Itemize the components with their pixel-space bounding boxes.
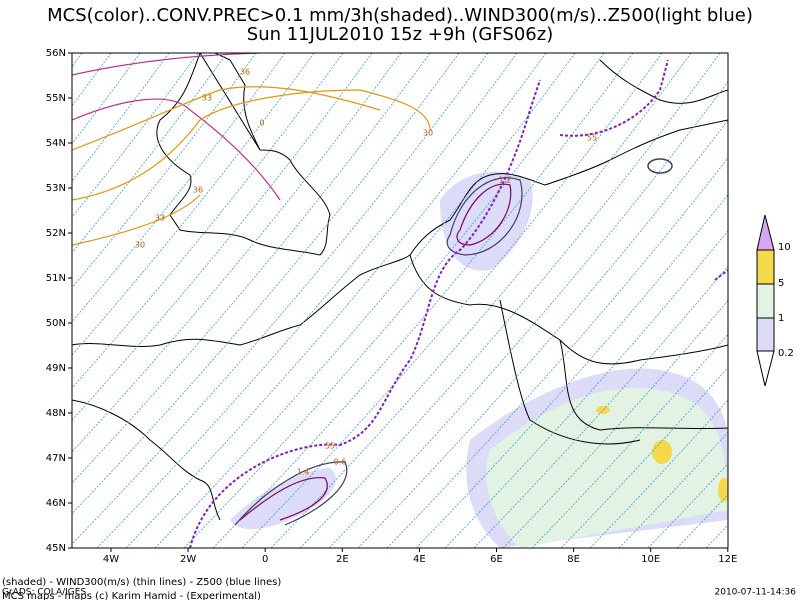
footer-credit: MCS maps - maps (c) Karim Hamid - (Exper… [2, 591, 261, 600]
wind-line [212, 53, 634, 548]
wind-line [560, 366, 728, 548]
wind-line [502, 299, 728, 548]
contour-label: 1.2 [499, 176, 512, 185]
lon-label: 0 [262, 554, 268, 565]
wind-line [357, 119, 728, 548]
lat-label: 48N [46, 408, 66, 419]
contour-label: 36 [193, 186, 203, 195]
lon-label: 2W [180, 554, 196, 565]
wind-line [125, 53, 547, 548]
title: MCS(color)..CONV.PREC>0.1 mm/3h(shaded).… [47, 5, 753, 26]
colorbar-label: 5 [778, 278, 784, 289]
lon-label: 6E [490, 554, 503, 565]
footer-source: GrADS: COLA/IGES [2, 588, 86, 598]
contour-label: 55 [587, 134, 597, 143]
lat-label: 49N [46, 363, 66, 374]
contour-label: 0 [259, 119, 264, 128]
contour-label: 30 [135, 241, 145, 250]
map-frame [71, 52, 729, 549]
lat-label: 53N [46, 183, 66, 194]
footer-timestamp: 2010-07-11-14:36 [715, 588, 797, 598]
lon-label: 12E [718, 554, 737, 565]
contour-label: 1.4 [297, 468, 310, 477]
lat-label: 47N [46, 453, 66, 464]
contour-label: 33 [202, 94, 212, 103]
colorbar-label: 10 [778, 242, 791, 253]
wind-line [72, 53, 460, 515]
wind-line [647, 463, 728, 548]
wind-line [444, 230, 728, 548]
map-body: 36 33 0 30 36 33 30 55 55 1.2 1.4 0.6 [0, 53, 728, 548]
contour-label: 30 [423, 129, 433, 138]
lon-label: 10E [641, 554, 660, 565]
wind-line [72, 53, 489, 545]
lat-label: 51N [46, 273, 66, 284]
wind-line [415, 194, 728, 548]
wind-line [270, 53, 692, 548]
lon-label: 4E [413, 554, 426, 565]
lon-label: 8E [567, 554, 580, 565]
wind-line [589, 399, 728, 548]
contour-label: 36 [240, 68, 250, 77]
colorbar-label: 0.2 [778, 348, 794, 359]
wind-line [531, 333, 728, 548]
colorbar-label: 1 [778, 313, 784, 324]
lat-label: 52N [46, 228, 66, 239]
lat-label: 50N [46, 318, 66, 329]
lon-label: 2E [336, 554, 349, 565]
wind-line [618, 431, 728, 548]
wind-line [0, 53, 53, 548]
footer-legend: (shaded) - WIND300(m/s) (thin lines) - Z… [2, 577, 281, 588]
lat-label: 55N [46, 93, 66, 104]
wind-line [72, 53, 83, 68]
wind-line [72, 53, 431, 484]
contour-label: 33 [155, 214, 165, 223]
wind-line [241, 53, 663, 548]
wind-line [154, 53, 576, 548]
wind-line [183, 53, 605, 548]
wind-line [386, 157, 728, 548]
contour-label: 0.6 [334, 458, 347, 467]
wind-line [0, 53, 24, 548]
lat-label: 46N [46, 498, 66, 509]
lat-label: 45N [46, 543, 66, 554]
subtitle: Sun 11JUL2010 15z +9h (GFS06z) [247, 24, 553, 45]
wind-line [328, 80, 728, 548]
wind-line [299, 53, 721, 548]
lon-label: 4W [103, 554, 119, 565]
wind-line [473, 265, 728, 548]
contour-label: 55 [325, 442, 335, 451]
lat-label: 54N [46, 138, 66, 149]
lat-label: 56N [46, 48, 66, 59]
wind-line [96, 53, 518, 548]
colorbar [756, 214, 775, 387]
